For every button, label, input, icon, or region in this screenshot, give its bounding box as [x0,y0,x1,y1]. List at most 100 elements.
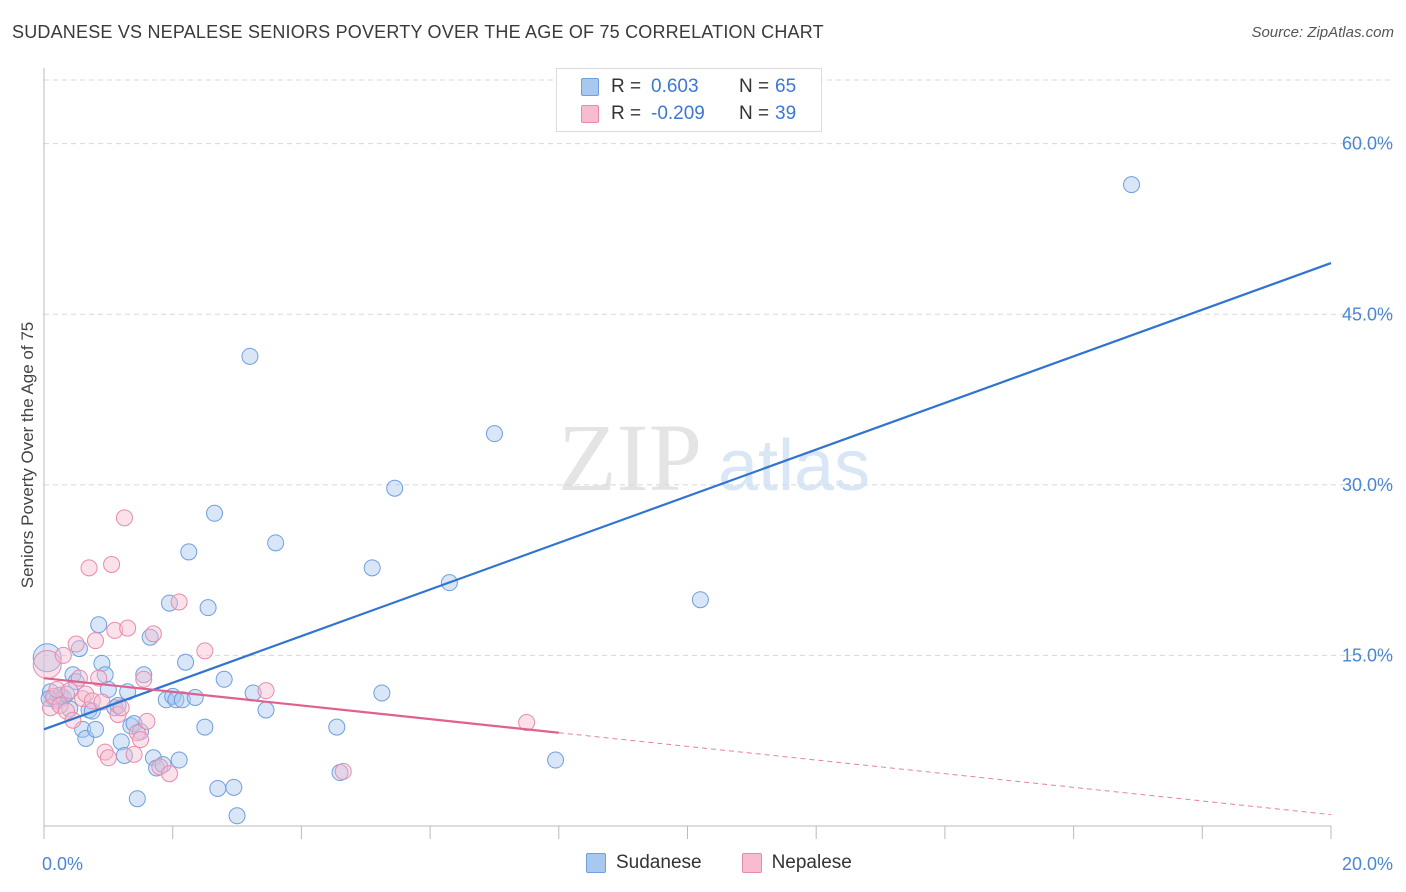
point-nepalese [119,619,137,637]
legend-n-value: 39 [775,103,797,124]
y-tick-label: 45.0% [1342,304,1393,324]
point-nepalese [58,702,76,720]
legend-r-value: -0.209 [651,103,705,124]
point-sudanese [1123,176,1141,194]
trend-line-nepalese [43,677,559,734]
chart-title: SUDANESE VS NEPALESE SENIORS POVERTY OVE… [12,22,824,42]
point-nepalese [106,621,124,639]
trend-lines [43,262,1332,816]
legend-n-value: 65 [775,76,797,97]
legend-item-nepalese[interactable]: Nepalese [741,852,852,874]
legend-label-nepalese: Nepalese [771,852,852,873]
point-sudanese [186,688,204,706]
point-sudanese [241,347,259,365]
y-tick-label: 15.0% [1342,645,1393,665]
y-tick-label: 30.0% [1342,475,1393,495]
point-nepalese [99,749,117,767]
point-sudanese [128,790,146,808]
y-tick-label: 60.0% [1342,134,1393,154]
point-sudanese [122,717,140,735]
point-sudanese [209,779,227,797]
point-sudanese [225,778,243,796]
point-sudanese [257,701,275,719]
point-sudanese [154,756,172,774]
point-sudanese [170,751,188,769]
point-nepalese [115,509,133,527]
trend-line-extension-nepalese [558,732,1332,816]
point-sudanese [135,666,153,684]
grid-lines [44,79,1392,656]
x-tick-label-start: 0.0% [42,854,83,874]
point-sudanese [386,479,404,497]
legend-swatch-nepalese [581,105,599,123]
legend-swatch-nepalese [741,853,762,873]
tick-labels: 15.0% 30.0% 45.0% 60.0% 0.0% 20.0% [42,134,1393,874]
x-tick-label-end: 20.0% [1342,854,1393,874]
point-sudanese [199,599,217,617]
legend-r-value: 0.603 [651,76,699,97]
point-sudanese [206,504,224,522]
series-legend: Sudanese Nepalese [586,852,892,874]
point-nepalese [144,625,162,643]
legend-swatch-sudanese [581,78,599,96]
point-nepalese [90,669,108,687]
watermark-zip: ZIP [558,404,702,511]
point-nepalese [54,646,72,664]
point-sudanese [215,670,233,688]
legend-r-label: R = [611,76,642,97]
point-nepalese [518,714,536,732]
point-sudanese [144,749,162,767]
point-sudanese [196,718,214,736]
point-sudanese [61,700,79,718]
source-label: Source: ZipAtlas.com [1251,24,1394,41]
point-sudanese [90,616,108,634]
point-nepalese [67,635,85,653]
point-nepalese [96,743,114,761]
point-sudanese [177,653,195,671]
point-nepalese [135,670,153,688]
point-nepalese [257,682,275,700]
point-sudanese [32,643,62,673]
point-sudanese [547,751,565,769]
point-sudanese [70,640,88,658]
legend-n-label: N = [739,103,770,124]
legend-label-sudanese: Sudanese [616,852,702,873]
point-nepalese [151,758,169,776]
watermark: ZIP atlas [558,404,870,511]
point-nepalese [138,712,156,730]
point-sudanese [267,534,285,552]
point-sudanese [141,628,159,646]
point-sudanese [363,559,381,577]
point-sudanese [93,654,111,672]
trend-line-sudanese [43,262,1332,731]
legend-item-sudanese[interactable]: Sudanese [586,852,702,874]
point-nepalese [61,682,79,700]
legend-swatch-sudanese [586,853,606,873]
point-nepalese [334,762,352,780]
axes [43,68,1332,839]
point-sudanese [373,684,391,702]
point-sudanese [86,720,104,738]
legend-row-sudanese: R = 0.603 N = 65 [581,75,796,99]
point-nepalese [125,745,143,763]
point-sudanese [485,425,503,443]
point-sudanese [691,591,709,609]
point-nepalese [103,555,121,573]
point-nepalese [51,696,69,714]
point-nepalese [86,632,104,650]
point-sudanese [51,686,69,704]
point-sudanese [180,543,198,561]
point-nepalese [170,593,188,611]
correlation-legend: R = 0.603 N = 65 R = -0.209 N = 39 [556,68,822,132]
point-nepalese [48,681,66,699]
legend-n-label: N = [739,76,770,97]
point-sudanese [112,733,130,751]
point-sudanese [328,718,346,736]
point-nepalese [132,731,150,749]
point-sudanese [228,807,246,825]
legend-r-label: R = [611,103,642,124]
legend-row-nepalese: R = -0.209 N = 39 [581,102,796,126]
point-nepalese [160,765,178,783]
point-nepalese [70,669,88,687]
point-nepalese [196,642,214,660]
